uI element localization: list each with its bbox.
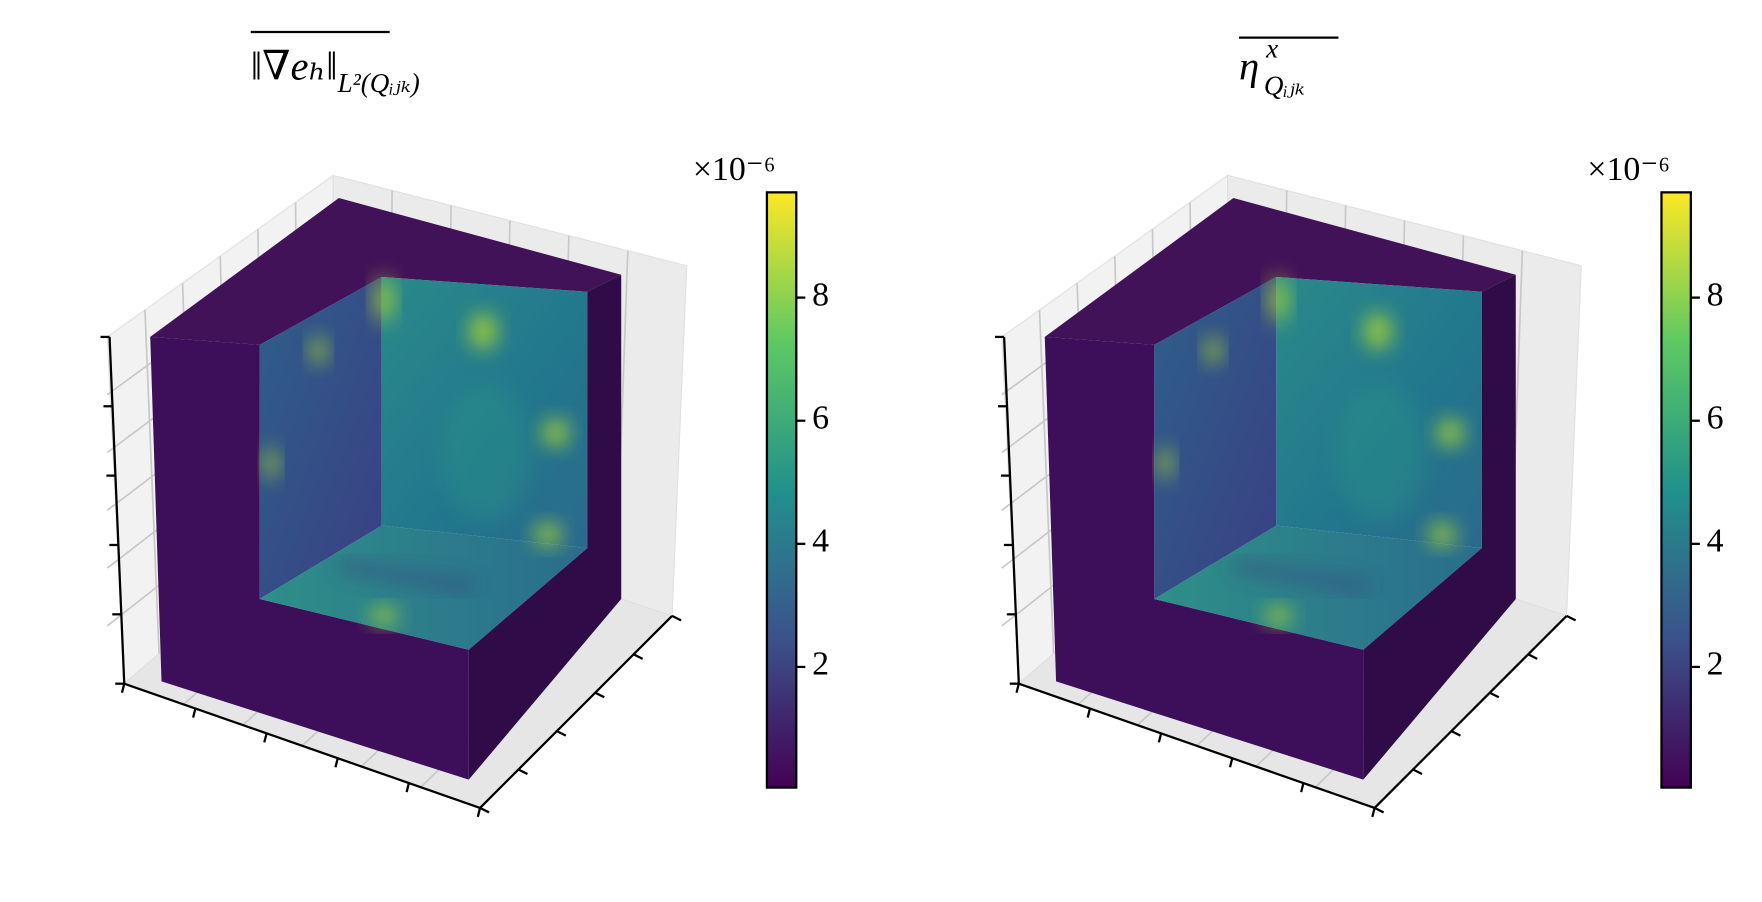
axis-tick <box>1371 807 1376 818</box>
title-subscript: L²(Qᵢⱼₖ) <box>337 68 420 98</box>
pane-grid <box>144 309 160 654</box>
axis-tick <box>517 768 528 776</box>
axis-line <box>1018 682 1375 809</box>
colorbar-offset-label: ×10⁻⁶ <box>693 151 776 188</box>
colorbar-tick-label: 6 <box>1707 399 1724 436</box>
panel: η x Qᵢⱼₖ 2 4 6 8 ×10⁻⁶ <box>995 33 1724 818</box>
colorbar <box>1660 191 1692 789</box>
cube-inner-wall <box>1154 277 1277 599</box>
cube-highlight <box>469 313 497 350</box>
cube-right-face <box>1363 274 1516 780</box>
colorbar-tick-label: 4 <box>1707 523 1724 560</box>
axis-tick <box>1374 806 1385 814</box>
axis-tick <box>192 708 197 718</box>
cube-highlight <box>1428 523 1456 546</box>
cube-left-face <box>1044 336 1364 780</box>
cube-highlight <box>440 384 531 520</box>
axis-tick <box>1157 733 1163 743</box>
axis-tick <box>479 806 490 814</box>
axis-tick <box>1228 757 1234 768</box>
axis-line <box>1002 336 1020 684</box>
title-superscript: x <box>1265 33 1278 63</box>
cube-highlight <box>370 606 398 625</box>
colorbar-tick-label: 4 <box>812 523 829 560</box>
cube-top <box>1044 197 1516 345</box>
cube-floor <box>259 525 588 650</box>
axis-tick <box>1450 730 1461 737</box>
title-subscript: Qᵢⱼₖ <box>1264 71 1305 101</box>
cube-highlight <box>542 419 570 447</box>
cube-highlight <box>1265 606 1293 625</box>
cube-floor <box>1154 525 1482 650</box>
colorbar-offset-label: ×10⁻⁶ <box>1587 151 1670 188</box>
pane-grid <box>1038 309 1055 654</box>
chart-title: ‖∇eₕ‖L²(Qᵢⱼₖ) <box>251 44 420 99</box>
colorbar-tick-label: 2 <box>1707 646 1724 683</box>
title-main: η <box>1239 44 1259 89</box>
cube-pattern <box>338 560 476 593</box>
axis-tick <box>405 782 410 793</box>
axis-line <box>479 615 673 809</box>
axis-tick <box>671 614 682 622</box>
cube-highlight <box>1364 313 1392 350</box>
cube-highlight <box>1335 384 1426 520</box>
axis-tick <box>1086 708 1092 718</box>
cube-highlight <box>1436 419 1464 447</box>
cube-right-face <box>468 274 622 780</box>
axis-tick <box>1527 653 1538 660</box>
cube-left-face <box>150 336 469 780</box>
axis-tick <box>633 653 644 660</box>
cube-highlight <box>534 523 562 546</box>
panel: ‖∇eₕ‖L²(Qᵢⱼₖ) 2 4 6 8 ×10⁻⁶ <box>100 30 829 818</box>
axis-tick <box>594 691 605 699</box>
cube-inner-wall <box>259 277 382 599</box>
axis-tick <box>334 757 339 768</box>
cube-highlight <box>310 336 327 365</box>
axis-line <box>123 682 481 809</box>
axis-tick <box>1300 782 1305 793</box>
colorbar-tick-label: 2 <box>812 646 829 683</box>
axis-tick <box>1015 683 1020 693</box>
cube-highlight <box>264 447 278 480</box>
cube-pattern <box>1232 560 1370 593</box>
cube-highlight <box>1158 447 1173 480</box>
title-main: ‖∇eₕ‖ <box>251 44 338 89</box>
axis-tick <box>1489 691 1500 699</box>
cube-top <box>150 197 622 345</box>
cube-highlight <box>1269 277 1288 323</box>
axis-tick <box>120 683 126 693</box>
colorbar-tick-label: 6 <box>812 399 829 436</box>
axis-line <box>108 336 126 684</box>
colorbar <box>765 191 798 789</box>
colorbar-tick-label: 8 <box>1707 276 1724 313</box>
chart-title: η <box>1239 44 1259 89</box>
cube-highlight <box>374 277 394 323</box>
axis-tick <box>263 733 268 743</box>
axis-tick <box>1566 614 1577 622</box>
axis-line <box>1373 615 1568 809</box>
axis-tick <box>556 730 567 737</box>
axis-tick <box>476 807 482 818</box>
colorbar-tick-label: 8 <box>812 276 829 313</box>
cube-highlight <box>1205 336 1221 365</box>
axis-tick <box>1412 768 1423 776</box>
